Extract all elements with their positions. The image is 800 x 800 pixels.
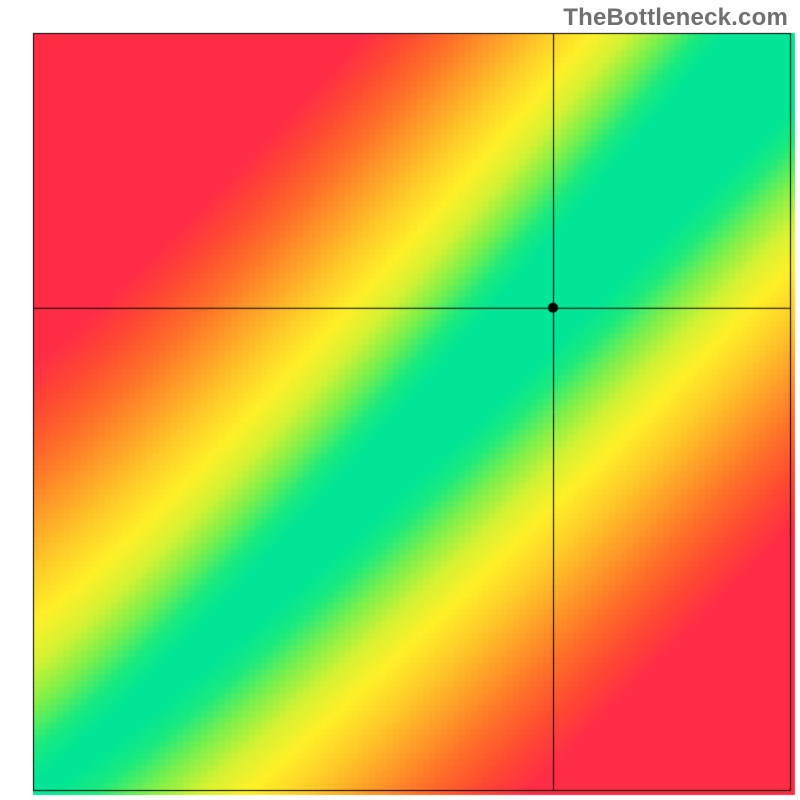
watermark-text: TheBottleneck.com	[563, 4, 788, 32]
bottleneck-heatmap	[0, 0, 800, 800]
